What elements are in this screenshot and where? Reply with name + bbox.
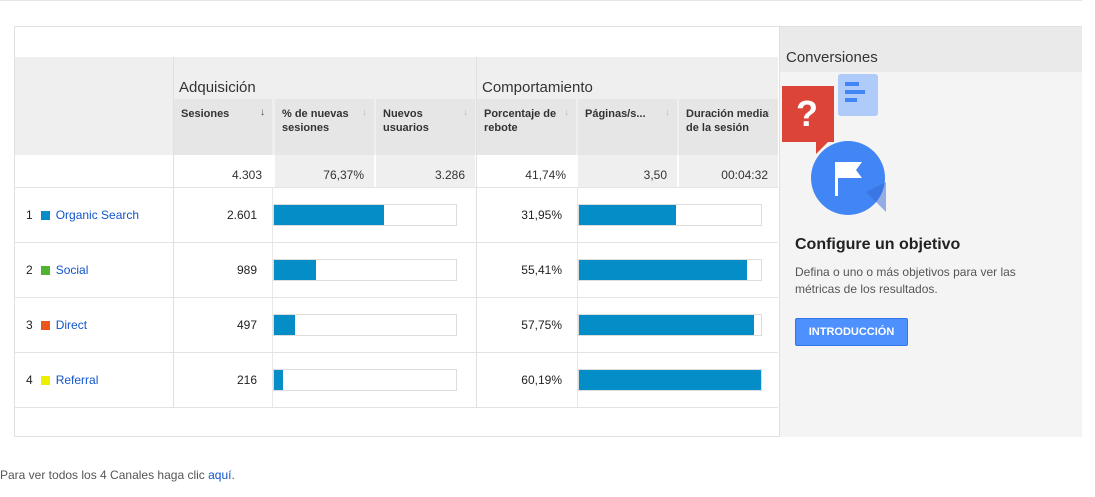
footer-label: Para ver todos los 4 Canales haga clic — [0, 468, 209, 482]
top-divider — [0, 0, 1082, 1]
col-new-users[interactable]: Nuevos usuarios ↓ — [376, 99, 475, 155]
row-divider — [15, 297, 778, 298]
footer-period: . — [231, 468, 235, 482]
question-bubble-icon — [782, 86, 834, 142]
conversions-title: Conversiones — [786, 49, 878, 66]
total-pages: 3,50 — [578, 155, 677, 187]
bounce-bar — [578, 369, 762, 391]
bounce-bar — [578, 259, 762, 281]
sort-arrow-icon: ↓ — [260, 107, 265, 118]
goal-title: Configure un objetivo — [795, 236, 961, 253]
group-behavior: Comportamiento — [482, 79, 593, 96]
sort-arrow-icon: ↓ — [766, 107, 771, 118]
sessions-value: 497 — [236, 318, 257, 332]
channel-link[interactable]: Direct — [55, 318, 88, 332]
row-index: 4 — [26, 373, 33, 387]
total-new-sessions: 76,37% — [275, 155, 374, 187]
table-row-label: 1 Organic Search — [26, 208, 139, 222]
bounce-bar-fill — [579, 315, 754, 335]
col-label: Porcentaje de rebote — [484, 108, 557, 134]
col-sessions[interactable]: Sesiones ↓ — [174, 99, 272, 155]
bounce-value: 55,41% — [521, 263, 562, 277]
col-new-sessions[interactable]: % de nuevas sesiones ↓ — [275, 99, 374, 155]
table-row-label: 2 Social — [26, 263, 88, 277]
row-divider — [15, 352, 778, 353]
col-divider — [476, 57, 477, 407]
footer-text: Para ver todos los 4 Canales haga clic a… — [0, 468, 235, 482]
total-new-users: 3.286 — [376, 155, 475, 187]
bounce-bar — [578, 204, 762, 226]
bounce-bar-fill — [579, 260, 747, 280]
sessions-bar-fill — [274, 205, 384, 225]
sessions-value: 216 — [236, 373, 257, 387]
table-row-label: 4 Referral — [26, 373, 98, 387]
group-acquisition: Adquisición — [179, 79, 256, 96]
sessions-bar — [273, 314, 457, 336]
col-label: % de nuevas sesiones — [282, 108, 349, 134]
bounce-bar-fill — [579, 370, 761, 390]
col-label: Nuevos usuarios — [383, 108, 429, 134]
sort-arrow-icon: ↓ — [564, 107, 569, 118]
goal-intro-button[interactable]: INTRODUCCIÓN — [795, 318, 908, 346]
series-swatch — [40, 211, 50, 220]
sort-arrow-icon: ↓ — [665, 107, 670, 118]
total-bounce: 41,74% — [477, 155, 576, 187]
col-divider — [173, 57, 174, 407]
col-avg-duration[interactable]: Duración media de la sesión ↓ — [679, 99, 778, 155]
row-divider — [15, 187, 778, 188]
row-divider — [15, 407, 778, 408]
all-channels-link[interactable]: aquí — [208, 468, 232, 482]
row-divider — [15, 242, 778, 243]
col-pages-session[interactable]: Páginas/s... ↓ — [578, 99, 677, 155]
channel-link[interactable]: Referral — [55, 373, 99, 387]
bounce-value: 31,95% — [521, 208, 562, 222]
sessions-bar-fill — [274, 315, 295, 335]
channel-link[interactable]: Social — [55, 263, 89, 277]
bounce-value: 57,75% — [521, 318, 562, 332]
col-label: Sesiones — [181, 108, 230, 120]
sessions-bar — [273, 204, 457, 226]
col-label: Duración media de la sesión — [686, 108, 769, 134]
sessions-bar — [273, 259, 457, 281]
series-swatch — [40, 376, 50, 385]
col-label: Páginas/s... — [585, 108, 646, 120]
svg-text:?: ? — [796, 93, 818, 134]
total-sessions: 4.303 — [174, 155, 272, 187]
row-index: 3 — [26, 318, 33, 332]
sessions-bar-fill — [274, 260, 316, 280]
sort-arrow-icon: ↓ — [463, 107, 468, 118]
row-index: 2 — [26, 263, 33, 277]
row-index: 1 — [26, 208, 33, 222]
series-swatch — [40, 266, 50, 275]
total-duration: 00:04:32 — [679, 155, 778, 187]
sessions-bar — [273, 369, 457, 391]
bounce-bar — [578, 314, 762, 336]
sessions-value: 989 — [236, 263, 257, 277]
sessions-bar-fill — [274, 370, 284, 390]
table-row-label: 3 Direct — [26, 318, 87, 332]
chat-bubble-icon — [838, 74, 878, 116]
goal-description: Defina o uno o más objetivos para ver la… — [795, 265, 1016, 296]
sort-arrow-icon: ↓ — [362, 107, 367, 118]
bounce-value: 60,19% — [521, 373, 562, 387]
goal-illustration-icon: ? — [782, 74, 886, 215]
col-bounce-rate[interactable]: Porcentaje de rebote ↓ — [477, 99, 576, 155]
sessions-value: 2.601 — [226, 208, 257, 222]
series-swatch — [40, 321, 50, 330]
channel-link[interactable]: Organic Search — [55, 208, 140, 222]
bounce-bar-fill — [579, 205, 676, 225]
conversions-header — [780, 27, 1082, 72]
